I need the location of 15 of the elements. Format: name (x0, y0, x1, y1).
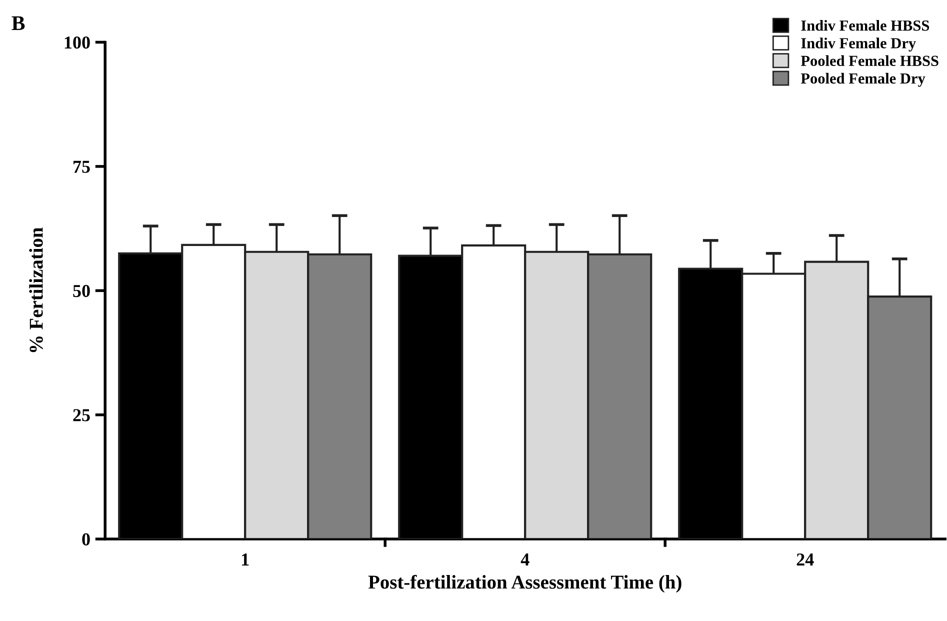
x-axis-title: Post-fertilization Assessment Time (h) (368, 574, 682, 593)
y-tick-label: 0 (82, 533, 90, 546)
y-tick-label: 50 (73, 284, 90, 298)
y-axis-title: % Fertilization (29, 227, 43, 352)
legend-label: Pooled Female Dry (800, 72, 926, 87)
x-tick-label: 4 (520, 554, 530, 566)
legend-label: Indiv Female HBSS (801, 20, 930, 31)
legend-label: Indiv Female Dry (801, 38, 916, 52)
y-tick-label: 25 (73, 409, 90, 422)
y-tick-label: 100 (64, 36, 90, 49)
legend-label: Pooled Female HBSS (800, 55, 938, 66)
x-tick-label: 1 (242, 554, 249, 566)
text: B (12, 16, 25, 30)
y-tick-label: 75 (74, 160, 90, 173)
x-tick-label: 24 (796, 553, 814, 566)
